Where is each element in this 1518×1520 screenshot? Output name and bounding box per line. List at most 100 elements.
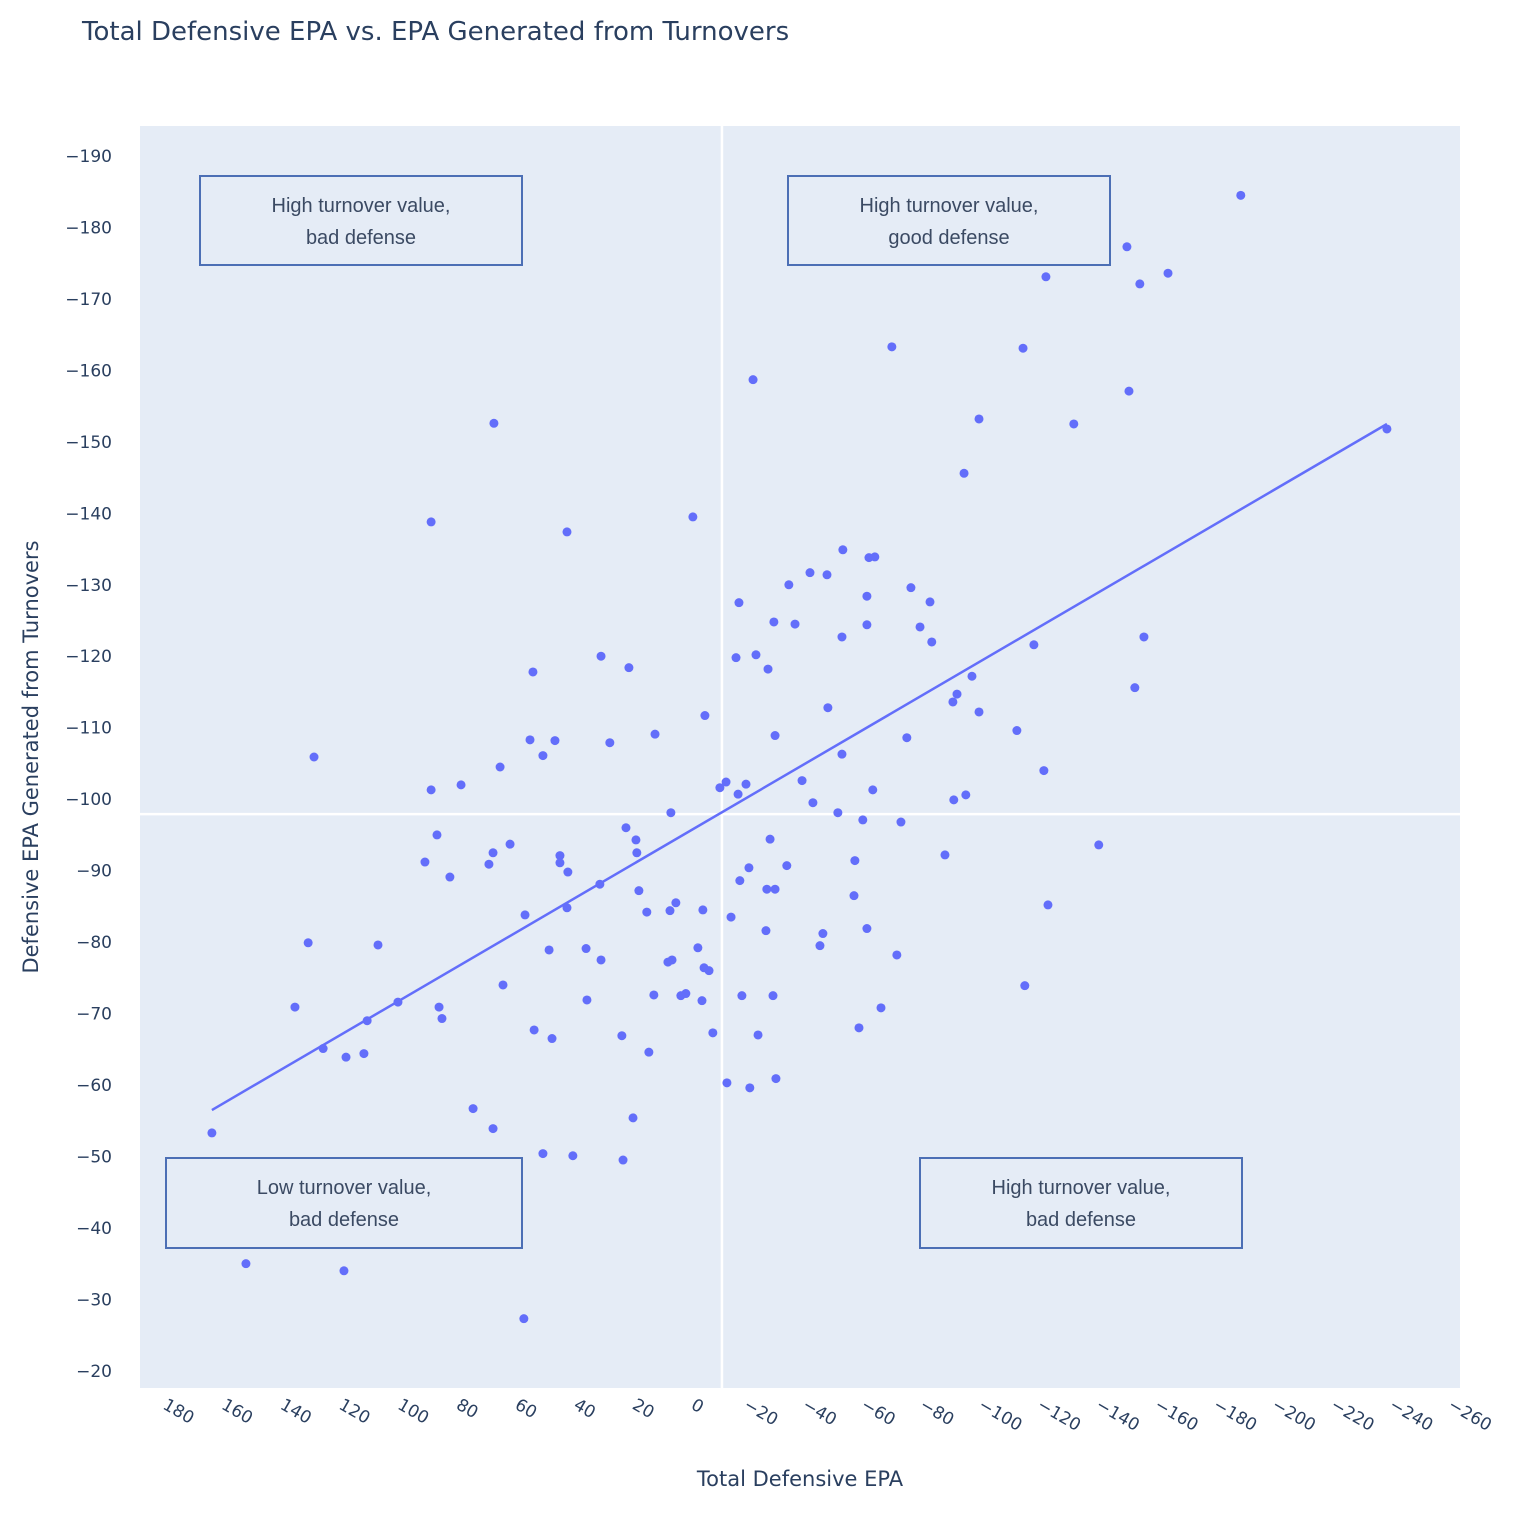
x-tick-label: −20: [740, 1395, 781, 1430]
data-point: [550, 736, 560, 746]
data-point: [815, 941, 825, 951]
data-point: [621, 823, 631, 833]
data-point: [876, 1003, 886, 1013]
data-point: [1012, 726, 1022, 736]
data-point: [525, 735, 535, 745]
data-point: [896, 817, 906, 827]
plot-area: [140, 126, 1460, 1388]
data-point: [1020, 981, 1030, 991]
data-point: [624, 663, 634, 673]
data-point: [529, 1025, 539, 1035]
y-tick-label: −50: [76, 1147, 112, 1167]
annotation-text: bad defense: [1026, 1209, 1136, 1231]
data-point: [948, 697, 958, 707]
data-point: [362, 1016, 372, 1026]
x-tick-label: 120: [335, 1395, 373, 1429]
annotation-box: [919, 1157, 1243, 1249]
data-point: [823, 703, 833, 713]
data-point: [426, 785, 436, 795]
y-tick-label: −80: [76, 933, 112, 953]
data-point: [596, 955, 606, 965]
y-tick-label: −90: [76, 862, 112, 882]
y-tick-label: −100: [65, 790, 112, 810]
x-tick-label: 80: [453, 1395, 482, 1423]
data-point: [568, 1151, 578, 1161]
data-point: [721, 777, 731, 787]
data-point: [426, 517, 436, 527]
data-point: [456, 780, 466, 790]
data-point: [822, 570, 832, 580]
data-point: [837, 632, 847, 642]
data-point: [790, 619, 800, 629]
data-point: [519, 1314, 529, 1324]
data-point: [734, 598, 744, 608]
data-point: [665, 906, 675, 916]
data-point: [581, 944, 591, 954]
data-point: [666, 808, 676, 818]
y-tick-label: −120: [65, 647, 112, 667]
data-point: [1163, 268, 1173, 278]
data-point: [949, 795, 959, 805]
data-point: [688, 512, 698, 522]
data-point: [505, 839, 515, 849]
data-point: [359, 1049, 369, 1059]
data-point: [489, 418, 499, 428]
data-point: [940, 850, 950, 860]
data-point: [628, 1113, 638, 1123]
annotation-box: [199, 175, 523, 266]
x-tick-label: −260: [1444, 1395, 1494, 1436]
data-point: [1094, 840, 1104, 850]
data-point: [562, 527, 572, 537]
data-point: [850, 856, 860, 866]
data-point: [596, 651, 606, 661]
data-point: [676, 991, 686, 1001]
x-tick-label: 20: [629, 1395, 658, 1423]
data-point: [735, 876, 745, 886]
data-point: [1039, 766, 1049, 776]
data-point: [1130, 683, 1140, 693]
data-point: [837, 749, 847, 759]
chart-title: Total Defensive EPA vs. EPA Generated fr…: [81, 17, 789, 47]
data-point: [495, 762, 505, 772]
data-point: [797, 776, 807, 786]
data-point: [373, 940, 383, 950]
y-tick-label: −140: [65, 504, 112, 524]
trendline: [211, 422, 1388, 1112]
data-point: [693, 943, 703, 953]
data-point: [748, 375, 758, 385]
data-point: [547, 1034, 557, 1044]
data-point: [207, 1128, 217, 1138]
data-point: [1018, 343, 1028, 353]
data-point: [1029, 640, 1039, 650]
data-point: [488, 848, 498, 858]
data-point: [241, 1259, 251, 1269]
data-point: [520, 910, 530, 920]
data-point: [737, 991, 747, 1001]
annotation-box: [165, 1157, 523, 1249]
data-point: [309, 752, 319, 762]
data-point: [582, 995, 592, 1005]
data-point: [961, 790, 971, 800]
data-point: [892, 950, 902, 960]
data-point: [838, 545, 848, 555]
data-point: [833, 808, 843, 818]
data-point: [959, 468, 969, 478]
data-point: [303, 938, 313, 948]
data-point: [393, 997, 403, 1007]
data-point: [339, 1266, 349, 1276]
data-point: [341, 1052, 351, 1062]
data-point: [1382, 424, 1392, 434]
data-point: [708, 1028, 718, 1038]
x-tick-label: 140: [277, 1395, 315, 1429]
data-point: [631, 835, 641, 845]
data-point: [290, 1002, 300, 1012]
data-point: [1124, 386, 1134, 396]
x-tick-label: −60: [858, 1395, 899, 1430]
data-point: [751, 650, 761, 660]
data-point: [437, 1014, 447, 1024]
x-tick-label: −160: [1151, 1395, 1201, 1436]
data-point: [650, 729, 660, 739]
data-point: [745, 1083, 755, 1093]
data-point: [887, 342, 897, 352]
